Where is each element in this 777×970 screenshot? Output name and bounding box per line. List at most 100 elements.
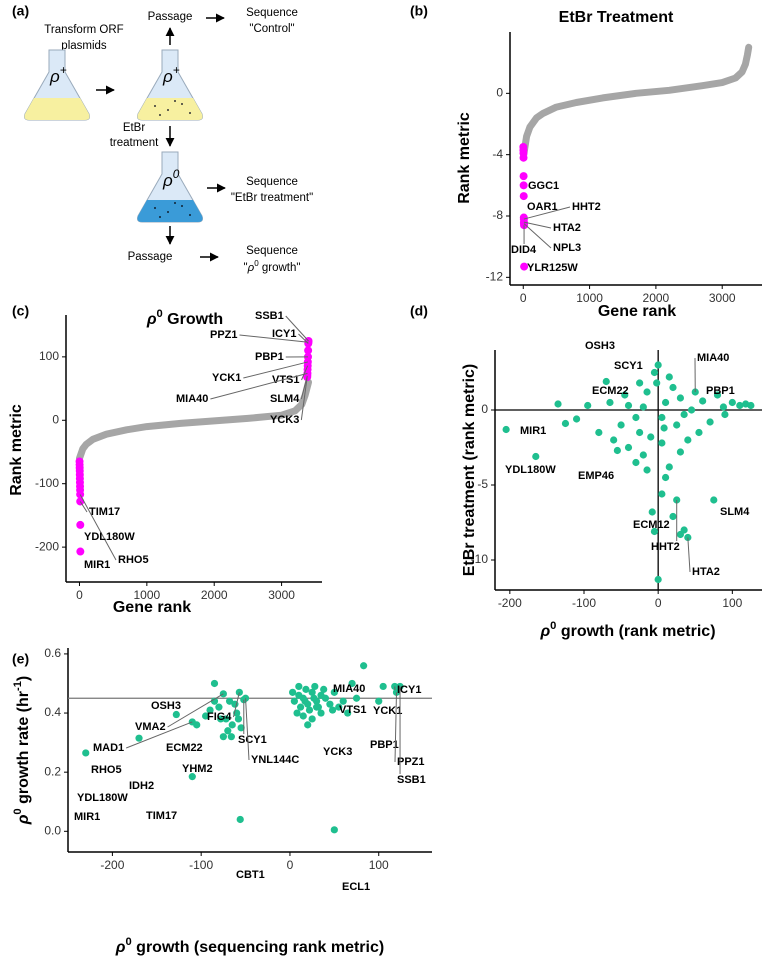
step-text: treatment — [110, 137, 159, 149]
leader-line — [167, 693, 224, 728]
point-label: RHO5 — [118, 554, 149, 566]
data-point — [375, 697, 383, 705]
x-tick-label: -200 — [498, 596, 522, 610]
x-tick-label: 3000 — [268, 588, 295, 602]
leader-line — [300, 377, 308, 421]
point-label: CBT1 — [236, 869, 265, 881]
y-tick-label: -4 — [492, 147, 503, 161]
point-label: MIA40 — [333, 683, 365, 695]
data-point — [76, 547, 85, 556]
data-point — [676, 448, 685, 456]
x-axis-title: Gene rank — [113, 599, 191, 616]
leader-line — [523, 223, 552, 249]
rank-curve — [76, 378, 312, 462]
point-label: ECM22 — [166, 742, 203, 754]
point-label: VTS1 — [272, 374, 300, 386]
x-tick-label: 0 — [655, 596, 662, 610]
data-point — [217, 715, 225, 723]
data-point — [648, 508, 656, 516]
data-point — [202, 712, 210, 720]
data-point — [643, 466, 651, 474]
data-point — [290, 697, 298, 705]
data-point — [188, 773, 196, 781]
point-label: SLM4 — [270, 393, 300, 405]
point-label: YHM2 — [182, 763, 213, 775]
leader-line — [79, 494, 117, 561]
data-point — [304, 346, 313, 355]
point-label: SCY1 — [614, 360, 643, 372]
point-label: VMA2 — [135, 721, 166, 733]
y-tick-label: 0.0 — [44, 823, 61, 837]
step-text: "ρ0 growth" — [244, 259, 301, 274]
x-tick-label: 3000 — [709, 291, 736, 305]
point-label: MIA40 — [176, 393, 208, 405]
leader-line — [232, 692, 240, 718]
data-point — [76, 520, 85, 529]
data-point — [660, 424, 668, 432]
y-tick-label: -8 — [492, 208, 503, 222]
data-point — [222, 715, 230, 723]
flask-label: ρ0 — [162, 167, 180, 190]
data-point — [706, 418, 714, 426]
point-label: YLR125W — [527, 262, 578, 274]
y-tick-label: -10 — [471, 552, 489, 566]
data-point — [224, 727, 232, 735]
panel-label: (a) — [12, 3, 29, 19]
data-point — [647, 433, 655, 441]
point-label: GGC1 — [528, 180, 559, 192]
data-point — [736, 401, 744, 410]
data-point — [330, 688, 338, 696]
data-point — [632, 413, 640, 422]
y-tick-label: -5 — [477, 477, 488, 491]
data-point — [308, 715, 316, 723]
x-tick-label: 1000 — [133, 588, 160, 602]
step-text: "EtBr treatment" — [231, 192, 313, 204]
data-point — [584, 401, 592, 410]
data-point — [669, 383, 677, 392]
y-tick-label: -200 — [35, 539, 59, 553]
point-label: DID4 — [511, 244, 537, 256]
point-label: HTA2 — [553, 222, 581, 234]
data-point — [653, 379, 661, 387]
point-label: YDL180W — [84, 531, 135, 543]
data-point — [339, 697, 347, 705]
data-point — [719, 403, 728, 411]
point-label: FIG4 — [207, 711, 232, 723]
point-label: PBP1 — [706, 385, 735, 397]
point-label: YCK3 — [323, 746, 352, 758]
data-point — [519, 172, 528, 181]
data-point — [328, 706, 337, 714]
data-point — [348, 679, 356, 688]
data-point — [234, 715, 243, 723]
leader-line — [125, 721, 193, 749]
point-label: SSB1 — [397, 774, 426, 786]
y-tick-label: -12 — [486, 270, 504, 284]
y-axis-title: EtBr treatment (rank metric) — [461, 364, 478, 577]
point-label: MIA40 — [697, 352, 729, 364]
data-point — [650, 527, 659, 536]
data-point — [293, 709, 301, 717]
text-part: 0 — [125, 936, 131, 948]
x-tick-label: -200 — [100, 858, 124, 872]
leader-line — [523, 221, 552, 229]
data-point — [661, 473, 670, 482]
point-label: OAR1 — [527, 201, 558, 213]
data-point — [210, 697, 219, 705]
data-point — [665, 463, 673, 471]
cells — [154, 100, 191, 116]
data-point — [302, 685, 310, 693]
x-axis-title: ρ0 growth (rank metric) — [539, 620, 715, 640]
step-text: Sequence — [246, 176, 298, 188]
data-point — [673, 421, 681, 429]
data-point — [676, 394, 685, 402]
data-point — [519, 181, 528, 190]
data-point — [172, 710, 180, 719]
rank-curve — [519, 43, 753, 162]
leader-line — [687, 537, 691, 573]
data-point — [317, 709, 325, 717]
data-point — [299, 712, 307, 720]
point-label: ICY1 — [272, 328, 296, 340]
data-point — [699, 397, 707, 405]
data-point — [227, 733, 235, 741]
text-part: ρ — [15, 814, 32, 825]
